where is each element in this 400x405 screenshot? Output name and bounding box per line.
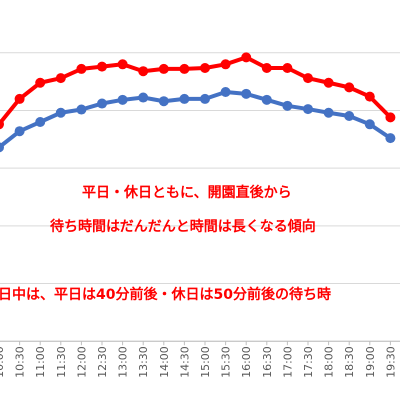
x-tick-label: 10:00 xyxy=(0,346,6,378)
x-tick-label: 19:00 xyxy=(364,346,377,378)
series-1-point xyxy=(323,107,334,118)
annotation-daytime: 日中は、平日は40分前後・休日は50分前後の待ち時 xyxy=(0,287,331,303)
x-tick-label: 18:30 xyxy=(343,346,356,378)
series-1-point xyxy=(385,133,396,144)
series-0-point xyxy=(76,63,87,74)
x-tick-label: 13:30 xyxy=(137,346,150,378)
series-0-point xyxy=(241,52,252,63)
series-0-point xyxy=(364,91,375,102)
series-1-point xyxy=(55,107,66,118)
series-1-point xyxy=(76,104,87,115)
x-tick-label: 10:30 xyxy=(14,346,27,378)
series-0-point xyxy=(303,73,313,84)
series-0-point xyxy=(14,93,25,104)
series-0-point xyxy=(179,63,190,74)
series-0-point xyxy=(282,62,293,73)
series-0-point xyxy=(344,82,355,93)
series-1-point xyxy=(179,93,190,104)
series-0-point xyxy=(261,62,272,73)
annotation-trend-1: 平日・休日ともに、開園直後から xyxy=(82,185,292,201)
series-0-point xyxy=(323,77,334,88)
x-tick-label: 14:00 xyxy=(158,346,171,378)
series-0-point xyxy=(0,119,4,130)
series-layer xyxy=(0,52,396,153)
x-tick-label: 12:00 xyxy=(75,346,88,378)
x-tick-label: 11:30 xyxy=(55,346,68,378)
series-0-point xyxy=(220,59,231,70)
x-tick-label: 18:00 xyxy=(323,346,336,378)
series-1-point xyxy=(158,96,169,107)
series-1-point xyxy=(364,119,375,130)
series-1-point xyxy=(97,98,107,109)
x-tick-label: 19:30 xyxy=(384,346,397,378)
series-1-point xyxy=(303,104,313,115)
x-tick-label: 12:30 xyxy=(96,346,109,378)
series-0-point xyxy=(55,73,66,84)
x-tick-label: 16:30 xyxy=(261,346,274,378)
series-1-point xyxy=(241,88,252,99)
x-tick-label: 13:00 xyxy=(117,346,130,378)
series-1-point xyxy=(220,86,231,97)
x-tick-label: 15:30 xyxy=(220,346,233,378)
series-1-point xyxy=(200,93,210,104)
series-1-point xyxy=(35,116,46,127)
series-1-point xyxy=(117,94,128,105)
x-tick-label: 15:00 xyxy=(199,346,212,378)
series-1-point xyxy=(14,126,25,137)
series-0-point xyxy=(117,59,128,70)
series-1-point xyxy=(282,100,293,111)
series-0-point xyxy=(385,112,396,123)
x-tick-label: 14:30 xyxy=(178,346,191,378)
series-0-point xyxy=(138,66,149,77)
series-1-point xyxy=(138,92,149,103)
series-1-point xyxy=(261,94,272,105)
x-axis: 10:00 10:30 11:00 11:30 12:00 12:30 13:00 13:30… xyxy=(0,340,400,378)
series-0-point xyxy=(158,63,169,74)
annotation-trend-2: 待ち時間はだんだんと時間は長くなる傾向 xyxy=(50,219,316,235)
series-0-point xyxy=(97,61,107,72)
x-tick-label: 16:00 xyxy=(240,346,253,378)
series-0-point xyxy=(35,77,46,88)
series-1-point xyxy=(344,110,355,121)
series-1-point xyxy=(0,142,4,153)
x-tick-label: 11:00 xyxy=(34,346,47,378)
series-line-1 xyxy=(0,89,393,150)
series-0-point xyxy=(200,62,210,73)
x-tick-label: 17:00 xyxy=(281,346,294,378)
x-tick-label: 17:30 xyxy=(302,346,315,378)
